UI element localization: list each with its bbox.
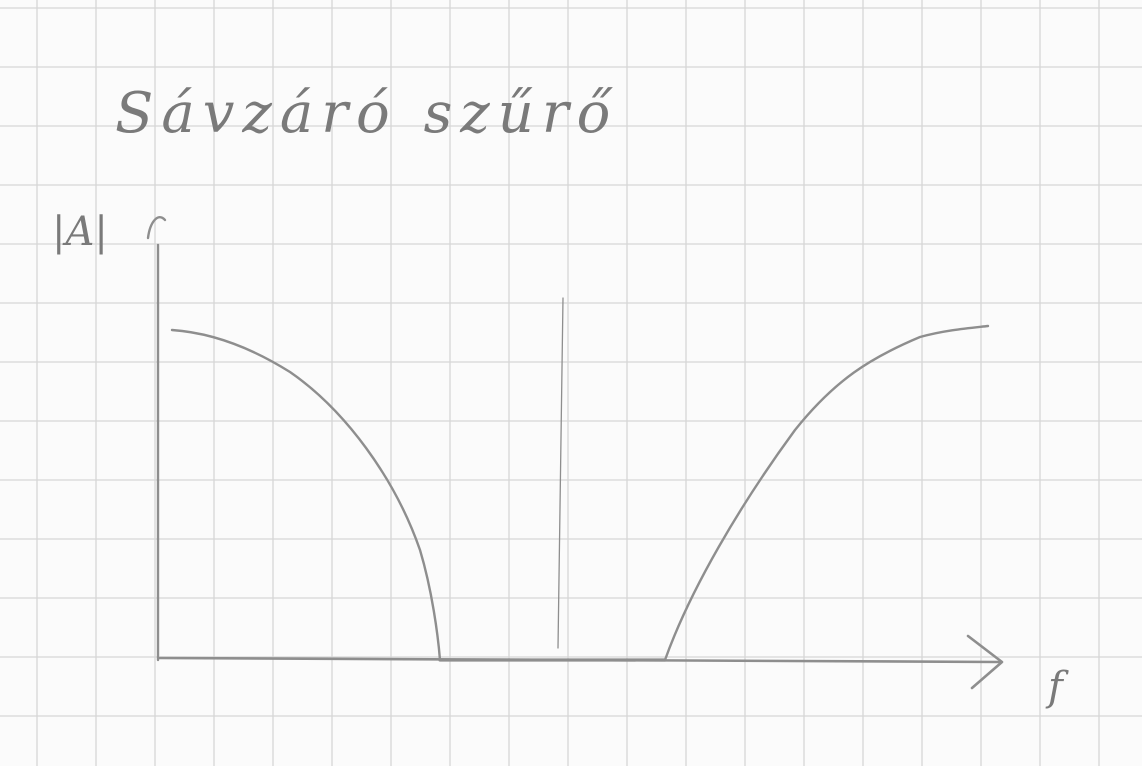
diagram-title: Sávzáró szűrő	[115, 81, 618, 146]
y-axis-arrowhead	[146, 216, 167, 240]
passband-high	[663, 324, 990, 662]
center-frequency-marker	[557, 297, 564, 649]
response-curve	[170, 324, 990, 662]
passband-low	[170, 328, 442, 662]
x-axis-arrowhead	[966, 634, 1004, 690]
y-axis-label: |A|	[52, 209, 108, 255]
